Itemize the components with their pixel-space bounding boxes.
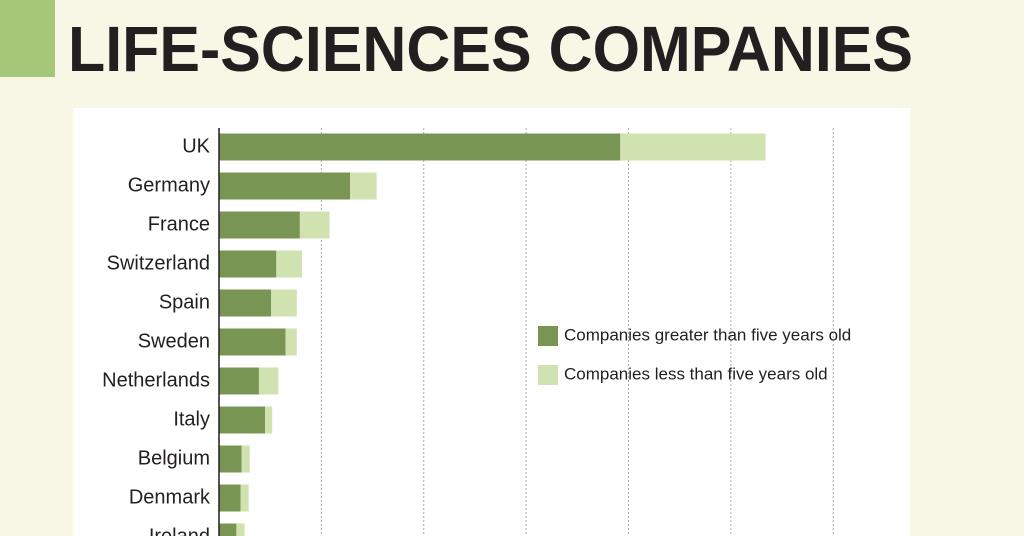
y-tick-label: Ireland <box>149 525 210 536</box>
legend-swatch <box>538 365 558 385</box>
y-tick-label: UK <box>182 135 210 157</box>
chart-title: LIFE-SCIENCES COMPANIES <box>68 13 913 85</box>
chart-panel <box>73 108 910 536</box>
bar-segment <box>236 523 245 536</box>
bar-segment <box>219 406 266 434</box>
legend-label: Companies less than five years old <box>564 364 828 383</box>
bar-segment <box>285 328 297 356</box>
y-tick-label: Switzerland <box>107 252 210 274</box>
bar-segment <box>219 328 286 356</box>
bar-segment <box>241 445 250 473</box>
bar-segment <box>265 406 273 434</box>
accent-block <box>0 0 55 77</box>
bar-segment <box>219 211 300 239</box>
bar-segment <box>258 367 279 395</box>
bar-segment <box>219 133 621 161</box>
legend-swatch <box>538 326 558 346</box>
y-tick-label: Germany <box>128 174 210 196</box>
bar-segment <box>276 250 302 278</box>
bar-segment <box>219 523 237 536</box>
legend-label: Companies greater than five years old <box>564 325 851 344</box>
bar-segment <box>219 289 272 317</box>
y-tick-label: France <box>148 213 210 235</box>
y-tick-label: Spain <box>159 291 210 313</box>
y-tick-label: Sweden <box>138 330 210 352</box>
bar-segment <box>620 133 766 161</box>
bar-segment <box>350 172 377 200</box>
y-tick-label: Netherlands <box>102 369 210 391</box>
y-tick-label: Denmark <box>129 486 211 508</box>
bar-segment <box>219 250 277 278</box>
bar-segment <box>219 484 241 512</box>
bar-segment <box>271 289 297 317</box>
y-tick-label: Belgium <box>138 447 210 469</box>
bar-segment <box>219 172 351 200</box>
y-tick-label: Italy <box>173 408 210 430</box>
bar-segment <box>240 484 249 512</box>
bar-segment <box>299 211 330 239</box>
bar-segment <box>219 445 242 473</box>
bar-segment <box>219 367 259 395</box>
